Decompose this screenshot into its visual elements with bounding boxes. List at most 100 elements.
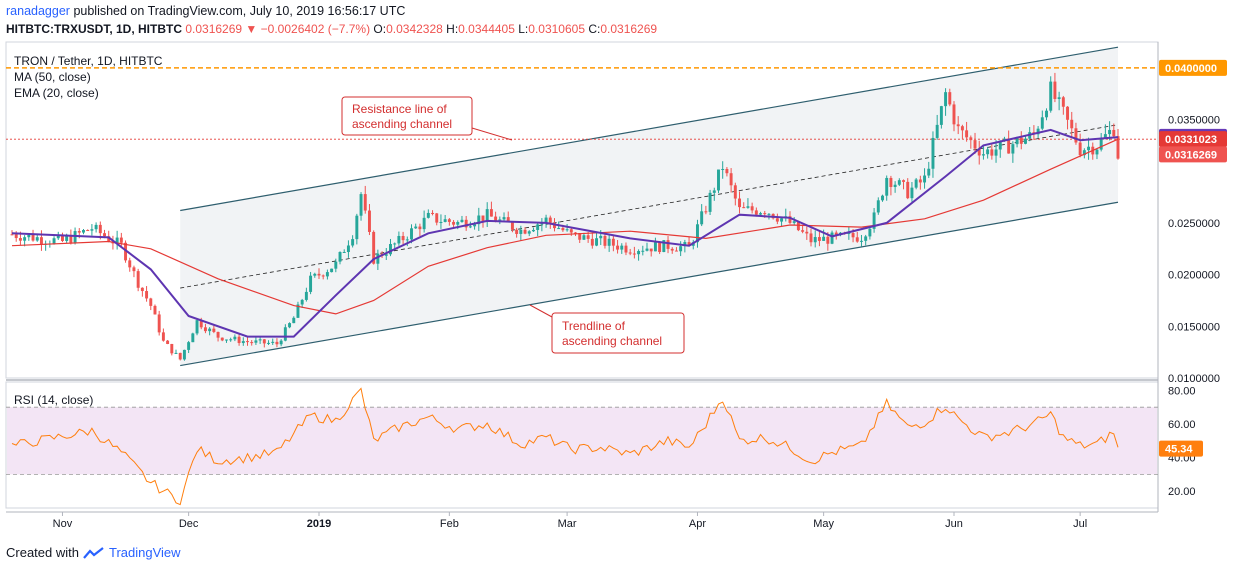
candle[interactable]	[1049, 81, 1053, 111]
candle[interactable]	[254, 340, 258, 343]
candle[interactable]	[481, 215, 485, 222]
candle[interactable]	[170, 343, 174, 354]
candle[interactable]	[864, 236, 868, 241]
candle[interactable]	[65, 236, 69, 241]
candle[interactable]	[313, 273, 317, 276]
candle[interactable]	[935, 124, 939, 138]
candle[interactable]	[473, 224, 477, 227]
candle[interactable]	[376, 253, 380, 264]
candle[interactable]	[860, 240, 863, 242]
candle[interactable]	[1040, 117, 1044, 129]
candle[interactable]	[342, 251, 346, 253]
candle[interactable]	[389, 243, 392, 255]
candle[interactable]	[931, 137, 935, 169]
candle[interactable]	[136, 271, 140, 288]
candle[interactable]	[220, 337, 224, 341]
candle[interactable]	[754, 210, 758, 215]
candle[interactable]	[410, 228, 413, 240]
candle[interactable]	[250, 342, 254, 344]
candle[interactable]	[599, 235, 603, 239]
candle[interactable]	[977, 148, 981, 156]
candle[interactable]	[258, 339, 262, 341]
candle[interactable]	[956, 124, 960, 127]
candle[interactable]	[763, 213, 767, 215]
candle[interactable]	[267, 342, 270, 344]
candle[interactable]	[738, 198, 741, 208]
candle[interactable]	[645, 248, 649, 251]
candle[interactable]	[515, 229, 519, 234]
candle[interactable]	[881, 195, 884, 201]
candle[interactable]	[620, 245, 624, 250]
candle[interactable]	[721, 168, 725, 170]
candle[interactable]	[1045, 110, 1048, 118]
candle[interactable]	[1074, 128, 1078, 143]
candle[interactable]	[927, 168, 931, 176]
candle[interactable]	[216, 331, 220, 338]
candle[interactable]	[666, 240, 670, 249]
candle[interactable]	[212, 328, 216, 332]
candle[interactable]	[60, 235, 64, 241]
candle[interactable]	[519, 229, 523, 234]
candle[interactable]	[662, 240, 666, 253]
candle[interactable]	[868, 228, 872, 237]
candle[interactable]	[687, 242, 691, 246]
candle[interactable]	[94, 224, 98, 230]
candle[interactable]	[309, 275, 313, 292]
rsi-line[interactable]	[11, 387, 1119, 506]
candle[interactable]	[363, 194, 367, 211]
candle[interactable]	[452, 221, 456, 225]
candle[interactable]	[246, 341, 249, 343]
candle[interactable]	[855, 237, 859, 242]
candle[interactable]	[153, 305, 157, 315]
candle[interactable]	[464, 219, 468, 228]
candle[interactable]	[203, 327, 207, 332]
candle[interactable]	[401, 235, 405, 241]
candle[interactable]	[611, 238, 615, 246]
candle[interactable]	[889, 177, 893, 187]
candle[interactable]	[910, 187, 914, 199]
candle[interactable]	[628, 252, 632, 254]
candle[interactable]	[897, 180, 901, 185]
candle[interactable]	[986, 149, 990, 155]
candle[interactable]	[700, 211, 704, 225]
candle[interactable]	[502, 217, 506, 220]
candle[interactable]	[1011, 144, 1015, 154]
candle[interactable]	[994, 149, 998, 156]
candle[interactable]	[906, 181, 910, 199]
candle[interactable]	[712, 190, 716, 193]
candle[interactable]	[1007, 138, 1011, 154]
candle[interactable]	[39, 237, 43, 244]
candle[interactable]	[279, 340, 283, 345]
candle[interactable]	[90, 229, 94, 231]
candle[interactable]	[494, 216, 498, 222]
candle[interactable]	[1070, 119, 1074, 129]
candle[interactable]	[82, 230, 85, 233]
candle[interactable]	[359, 194, 363, 216]
candle[interactable]	[334, 261, 338, 269]
tradingview-brand[interactable]: TradingView	[108, 545, 181, 560]
candle[interactable]	[1061, 97, 1065, 107]
candle[interactable]	[1103, 134, 1107, 139]
candle[interactable]	[414, 226, 418, 229]
candle[interactable]	[965, 130, 969, 138]
candle[interactable]	[405, 239, 409, 241]
candle[interactable]	[422, 217, 426, 230]
candle[interactable]	[426, 212, 430, 218]
candle[interactable]	[275, 341, 279, 345]
candle[interactable]	[637, 251, 641, 255]
candle[interactable]	[338, 252, 342, 262]
candle[interactable]	[149, 298, 153, 306]
candle[interactable]	[834, 232, 838, 235]
candle[interactable]	[145, 291, 149, 299]
candle[interactable]	[1024, 138, 1027, 144]
candle[interactable]	[56, 235, 60, 239]
candle[interactable]	[439, 221, 443, 223]
candle[interactable]	[649, 248, 653, 252]
candle[interactable]	[775, 218, 779, 222]
candle[interactable]	[817, 237, 821, 241]
candle[interactable]	[1066, 106, 1070, 120]
candle[interactable]	[174, 352, 178, 354]
candle[interactable]	[1036, 128, 1040, 135]
candle[interactable]	[418, 226, 422, 230]
candle[interactable]	[1095, 149, 1099, 155]
